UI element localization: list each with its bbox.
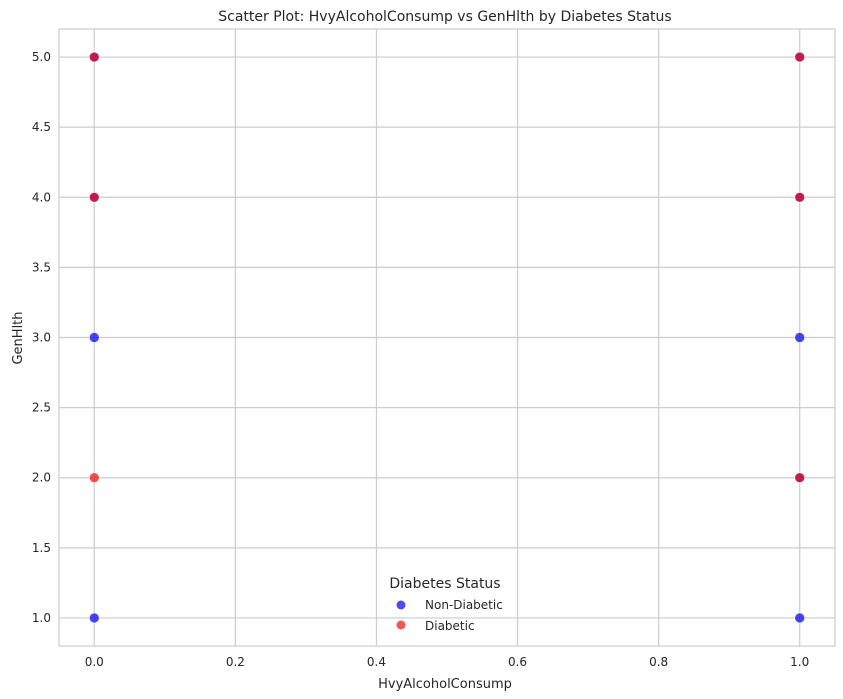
x-tick-label: 0.0 xyxy=(85,655,104,669)
y-tick-labels: 1.0 1.5 2.0 2.5 3.0 3.5 4.0 4.5 5.0 xyxy=(32,50,51,625)
x-tick-label: 0.8 xyxy=(649,655,668,669)
data-points xyxy=(88,51,806,624)
y-tick-label: 4.0 xyxy=(32,190,51,204)
y-tick-label: 3.0 xyxy=(32,331,51,345)
y-tick-label: 5.0 xyxy=(32,50,51,64)
y-tick-label: 1.5 xyxy=(32,541,51,555)
chart-title: Scatter Plot: HvyAlcoholConsump vs GenHl… xyxy=(218,9,671,25)
legend-marker-diabetic xyxy=(396,620,406,630)
point-diabetic xyxy=(88,472,100,484)
point-non-diabetic xyxy=(794,612,806,624)
point-diabetic xyxy=(88,191,100,203)
point-diabetic xyxy=(794,191,806,203)
point-diabetic xyxy=(794,51,806,63)
point-non-diabetic xyxy=(88,612,100,624)
x-tick-label: 0.2 xyxy=(226,655,245,669)
y-tick-label: 3.5 xyxy=(32,260,51,274)
legend: Diabetes Status Non-Diabetic Diabetic xyxy=(389,576,502,633)
legend-label-non-diabetic: Non-Diabetic xyxy=(425,598,503,612)
y-axis-label: GenHlth xyxy=(11,311,26,364)
legend-label-diabetic: Diabetic xyxy=(425,619,475,633)
y-tick-label: 4.5 xyxy=(32,120,51,134)
y-tick-label: 2.0 xyxy=(32,471,51,485)
plot-frame xyxy=(58,28,836,647)
legend-title: Diabetes Status xyxy=(389,576,500,592)
x-tick-label: 1.0 xyxy=(790,655,809,669)
x-tick-labels: 0.0 0.2 0.4 0.6 0.8 1.0 xyxy=(85,655,810,669)
point-diabetic xyxy=(88,51,100,63)
point-non-diabetic xyxy=(794,332,806,343)
x-tick-label: 0.6 xyxy=(508,655,527,669)
point-non-diabetic xyxy=(88,332,100,343)
x-tick-label: 0.4 xyxy=(367,655,386,669)
legend-marker-non-diabetic xyxy=(396,600,406,610)
y-tick-label: 1.0 xyxy=(32,611,51,625)
x-axis-label: HvyAlcoholConsump xyxy=(378,677,512,692)
y-tick-label: 2.5 xyxy=(32,401,51,415)
point-diabetic xyxy=(794,472,806,484)
